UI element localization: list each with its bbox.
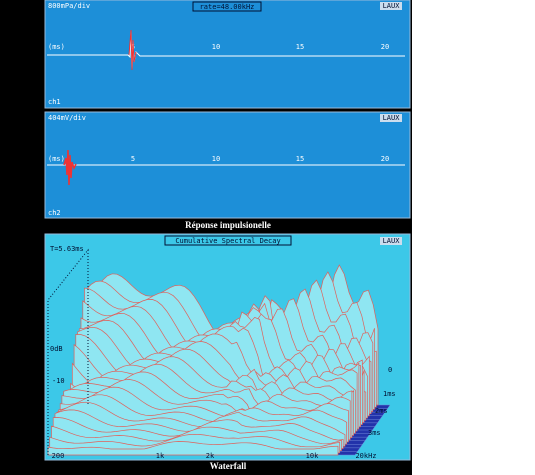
waveform-peak	[63, 149, 77, 186]
y-label: 0dB	[50, 345, 63, 353]
tick: 20	[381, 43, 389, 51]
channel: ch2	[48, 209, 61, 217]
scale: 800mPa/div	[48, 2, 90, 10]
mode-box	[380, 2, 402, 10]
caption: Réponse impulsionelle	[185, 220, 271, 230]
tick: 20	[381, 155, 389, 163]
tick: 15	[296, 43, 304, 51]
x-label: 200	[52, 452, 65, 460]
waterfall-title: Cumulative Spectral Decay	[175, 237, 280, 245]
unit: (ms)	[48, 43, 65, 51]
tick: 15	[296, 155, 304, 163]
time-label: 2ms	[375, 407, 388, 415]
mode: LAUX	[383, 114, 401, 122]
y-label: -10	[52, 377, 65, 385]
tick: 10	[212, 43, 220, 51]
x-label: 2k	[206, 452, 215, 460]
caption: Waterfall	[210, 461, 247, 471]
time-label: 1ms	[383, 390, 396, 398]
mode-box	[380, 237, 402, 245]
time-label: 0	[388, 366, 392, 374]
rate: rate=48.00kHz	[200, 3, 255, 11]
x-label: 1k	[156, 452, 165, 460]
x-label: 20kHz	[355, 452, 376, 460]
time: T=5.63ms	[50, 245, 84, 253]
unit: (ms)	[48, 155, 65, 163]
waveform-peak	[128, 29, 137, 71]
mode-box	[380, 114, 402, 122]
scale: 404mV/div	[48, 114, 86, 122]
channel: ch1	[48, 98, 61, 106]
decay-slice	[47, 441, 339, 456]
impulse-panel	[44, 0, 411, 109]
title-box	[164, 235, 292, 246]
mode: LAUX	[383, 2, 401, 10]
x-label: 10k	[306, 452, 319, 460]
floor-grid	[354, 404, 391, 456]
time-label: 3ms	[368, 429, 381, 437]
tick: 5	[131, 155, 135, 163]
tick: 10	[212, 155, 220, 163]
mode: LAUX	[383, 237, 401, 245]
rate-box	[192, 1, 262, 12]
